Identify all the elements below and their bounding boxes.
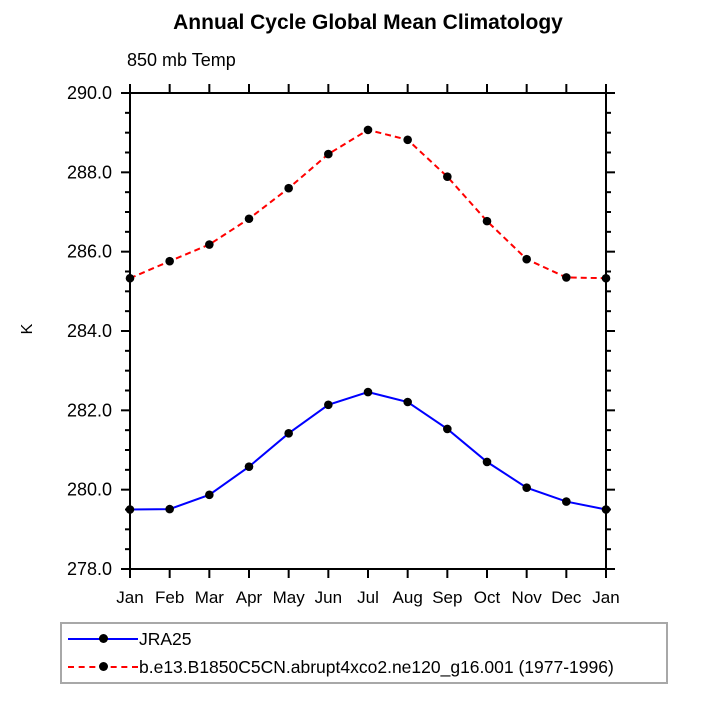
series-marker-0 <box>522 483 531 492</box>
series-marker-1 <box>324 149 333 159</box>
legend-item: JRA25 <box>62 629 192 649</box>
y-axis-tick-label: 284.0 <box>67 321 112 341</box>
series-marker-1 <box>125 273 135 283</box>
x-axis-tick-label: Dec <box>551 588 582 607</box>
chart-title: Annual Cycle Global Mean Climatology <box>173 11 563 34</box>
series-marker-1 <box>284 183 293 193</box>
series-marker-0 <box>324 400 333 410</box>
series-marker-0 <box>482 457 492 467</box>
x-axis-tick-label: Oct <box>474 588 501 607</box>
x-axis-tick-label: Mar <box>195 588 225 607</box>
series-marker-0 <box>443 424 452 434</box>
series-marker-1 <box>363 125 373 135</box>
series-marker-0 <box>125 505 135 514</box>
series-marker-0 <box>244 462 254 471</box>
legend-line-sample <box>68 661 138 673</box>
x-axis-tick-label: Aug <box>393 588 423 607</box>
y-axis-tick-label: 282.0 <box>67 400 112 420</box>
legend-label: b.e13.B1850C5CN.abrupt4xco2.ne120_g16.00… <box>139 656 614 677</box>
series-marker-0 <box>284 429 293 438</box>
series-marker-1 <box>244 214 254 224</box>
legend-marker-icon <box>98 662 108 671</box>
series-marker-1 <box>601 273 611 283</box>
series-marker-1 <box>562 273 571 282</box>
y-axis-tick-label: 290.0 <box>67 83 112 103</box>
legend-box: JRA25 b.e13.B1850C5CN.abrupt4xco2.ne120_… <box>60 622 668 684</box>
x-axis-tick-label: Nov <box>512 588 543 607</box>
series-marker-0 <box>165 504 174 514</box>
y-axis-tick-label: 280.0 <box>67 480 112 500</box>
plot-frame <box>129 92 607 570</box>
x-axis-tick-label: May <box>273 588 306 607</box>
series-line-0 <box>129 391 607 511</box>
x-axis-tick-label: Jan <box>592 588 619 607</box>
series-marker-0 <box>205 490 214 500</box>
series-marker-1 <box>403 135 412 145</box>
legend-line-sample <box>68 633 138 645</box>
legend-label: JRA25 <box>139 628 192 649</box>
series-marker-1 <box>443 172 452 181</box>
x-axis-tick-label: Sep <box>432 588 462 607</box>
legend-item: b.e13.B1850C5CN.abrupt4xco2.ne120_g16.00… <box>62 657 614 677</box>
series-marker-1 <box>482 216 492 226</box>
series-marker-1 <box>165 256 174 266</box>
y-axis-tick-label: 278.0 <box>67 559 112 579</box>
x-axis-tick-label: Apr <box>236 588 263 607</box>
x-axis-tick-label: Jun <box>315 588 342 607</box>
x-axis-tick-label: Jan <box>116 588 143 607</box>
series-marker-0 <box>363 387 373 397</box>
chart-subtitle: 850 mb Temp <box>127 50 236 70</box>
series-marker-0 <box>601 505 611 514</box>
series-marker-0 <box>562 497 571 506</box>
series-line-1 <box>129 128 607 280</box>
x-axis-tick-label: Feb <box>155 588 184 607</box>
series-marker-1 <box>205 240 214 249</box>
series-marker-1 <box>522 254 531 264</box>
y-axis-tick-label: 286.0 <box>67 242 112 262</box>
x-axis-tick-label: Jul <box>357 588 379 607</box>
y-axis-tick-label: 288.0 <box>67 162 112 182</box>
legend-marker-icon <box>98 634 108 643</box>
series-marker-0 <box>403 397 412 407</box>
